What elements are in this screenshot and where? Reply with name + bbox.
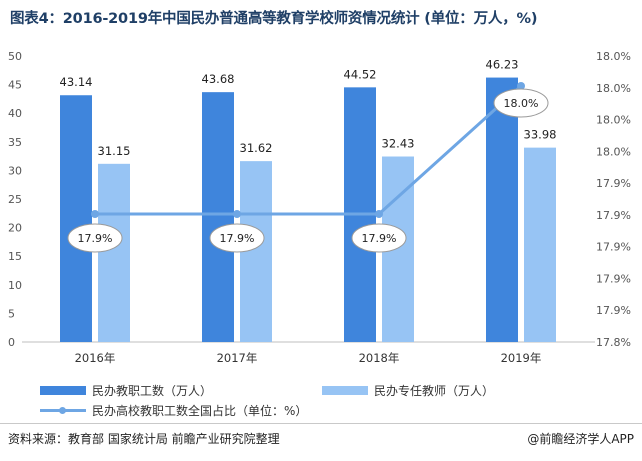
chart-title: 图表4：2016-2019年中国民办普通高等教育学校师资情况统计 (单位：万人，…	[10, 11, 538, 27]
legend-label-line: 民办高校教职工数全国占比（单位：%）	[92, 404, 308, 418]
legend-swatch-bar1	[40, 386, 86, 395]
legend-swatch-bar2	[322, 386, 368, 395]
line-label-bubble	[493, 88, 549, 118]
right-tick-label: 17.8%	[596, 336, 631, 349]
line-label-bubble	[209, 223, 265, 253]
left-tick-label: 45	[8, 79, 22, 92]
left-tick-label: 25	[8, 193, 22, 206]
line-value-label: 17.9%	[362, 232, 397, 245]
line-value-label: 17.9%	[220, 232, 255, 245]
right-tick-label: 17.9%	[596, 304, 631, 317]
source-note: 资料来源：教育部 国家统计局 前瞻产业研究院整理	[8, 432, 280, 446]
brand-credit: @前瞻经济学人APP	[527, 432, 634, 446]
x-tick-label: 2017年	[217, 351, 258, 365]
bar	[486, 77, 518, 343]
right-tick-label: 17.9%	[596, 209, 631, 222]
left-tick-label: 30	[8, 164, 22, 177]
x-tick-label: 2019年	[501, 351, 542, 365]
left-axis-ticks: 0 5 10 15 20 25 30 35 40 45 50	[8, 50, 22, 349]
legend-label-bar2: 民办专任教师（万人）	[374, 384, 495, 398]
left-tick-label: 15	[8, 250, 22, 263]
line-value-label: 18.0%	[504, 97, 539, 110]
line-point	[233, 210, 241, 218]
line-path	[95, 84, 523, 216]
left-tick-label: 0	[8, 336, 15, 349]
bars-group	[60, 77, 556, 343]
legend-bar1: 民办教职工数（万人）	[40, 382, 212, 399]
left-tick-label: 5	[8, 307, 15, 320]
right-tick-label: 17.9%	[596, 177, 631, 190]
left-tick-label: 40	[8, 107, 22, 120]
line-point	[91, 210, 99, 218]
x-tick-label: 2016年	[75, 351, 116, 365]
legend-swatch-line	[40, 406, 86, 415]
legend-label-bar1: 民办教职工数（万人）	[92, 384, 213, 398]
line-label-bubble	[67, 223, 123, 253]
right-tick-label: 18.0%	[596, 145, 631, 158]
line-series-group: 17.9% 17.9% 17.9% 18.0%	[67, 82, 549, 253]
bar	[60, 95, 92, 342]
x-axis-ticks: 2016年 2017年 2018年 2019年	[75, 351, 542, 365]
bar-value-label: 44.52	[344, 67, 377, 81]
bar	[524, 147, 556, 342]
right-tick-label: 18.0%	[596, 114, 631, 127]
bar	[202, 92, 234, 343]
legend-line: 民办高校教职工数全国占比（单位：%）	[40, 402, 307, 419]
line-value-label: 17.9%	[78, 232, 113, 245]
legend-bar2: 民办专任教师（万人）	[322, 382, 494, 399]
right-tick-label: 17.9%	[596, 241, 631, 254]
x-tick-label: 2018年	[359, 351, 400, 365]
bar-value-label: 43.14	[60, 75, 93, 89]
bar	[98, 163, 130, 342]
bar-labels-group: 43.14 43.68 44.52 46.23 31.15 31.62 32.43 33.98	[60, 58, 557, 158]
left-tick-label: 10	[8, 279, 22, 292]
left-tick-label: 20	[8, 222, 22, 235]
line-point	[375, 210, 383, 218]
bar-value-label: 31.15	[98, 144, 131, 158]
right-tick-label: 18.0%	[596, 50, 631, 63]
bar-value-label: 32.43	[382, 137, 415, 151]
right-tick-label: 17.9%	[596, 272, 631, 285]
left-tick-label: 35	[8, 136, 22, 149]
bar-value-label: 31.62	[240, 141, 273, 155]
bar-value-label: 43.68	[202, 72, 235, 86]
right-tick-label: 18.0%	[596, 82, 631, 95]
bar-value-label: 33.98	[524, 128, 557, 142]
bar-value-label: 46.23	[486, 58, 519, 72]
right-axis-ticks: 17.8% 17.9% 17.9% 17.9% 17.9% 17.9% 18.0% 18.0%…	[596, 50, 631, 349]
line-label-bubble	[351, 223, 407, 253]
left-tick-label: 50	[8, 50, 22, 63]
line-point	[517, 82, 525, 90]
footer-divider	[0, 423, 642, 424]
